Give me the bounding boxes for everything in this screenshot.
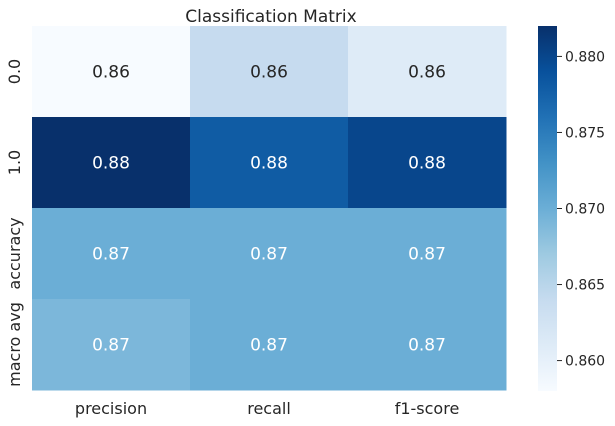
- heatmap-cell: [190, 26, 349, 118]
- heatmap-cell: [190, 299, 349, 391]
- x-tick-label: recall: [247, 399, 291, 418]
- heatmap-cell: [32, 299, 191, 391]
- cell-value-label: 0.86: [408, 63, 446, 83]
- cell-value-label: 0.87: [250, 245, 288, 265]
- cell-value-label: 0.87: [408, 336, 446, 356]
- heatmap-cell: [190, 208, 349, 300]
- heatmap-cells: 0.86 0.86 0.86 0.88 0.88 0.88 0.87 0.87 0.87 0.87…: [32, 26, 507, 391]
- cell-value-label: 0.88: [408, 154, 446, 174]
- heatmap-cell: [348, 299, 507, 391]
- heatmap-cell: [32, 208, 191, 300]
- y-tick-label: 0.0: [5, 59, 24, 84]
- x-tick-labels: precision recall f1-score: [75, 399, 459, 418]
- colorbar-tick-label: 0.865: [565, 278, 605, 294]
- cell-value-label: 0.88: [250, 154, 288, 174]
- heatmap-cell: [32, 26, 191, 118]
- cell-value-label: 0.87: [250, 336, 288, 356]
- x-tick-label: f1-score: [395, 399, 460, 418]
- y-tick-labels: 0.0 1.0 accuracy macro avg: [5, 59, 24, 387]
- colorbar-ticks: 0.860 0.865 0.870 0.875 0.880: [557, 49, 605, 370]
- y-tick-label: 1.0: [5, 150, 24, 175]
- colorbar-gradient: [538, 26, 557, 391]
- cell-value-label: 0.87: [92, 245, 130, 265]
- colorbar-tick-label: 0.870: [565, 202, 605, 218]
- heatmap-cell: [190, 117, 349, 209]
- heatmap-cell: [32, 117, 191, 209]
- y-tick-label: macro avg: [5, 302, 24, 387]
- y-tick-label: accuracy: [5, 217, 24, 289]
- cell-value-label: 0.88: [92, 154, 130, 174]
- cell-value-label: 0.87: [408, 245, 446, 265]
- cell-value-label: 0.86: [250, 63, 288, 83]
- heatmap-cell: [348, 26, 507, 118]
- colorbar-tick-label: 0.875: [565, 125, 605, 141]
- chart-title: Classification Matrix: [185, 7, 356, 27]
- x-tick-label: precision: [75, 399, 147, 418]
- cell-value-label: 0.86: [92, 63, 130, 83]
- colorbar: 0.860 0.865 0.870 0.875 0.880: [538, 26, 605, 391]
- colorbar-tick-label: 0.880: [565, 49, 605, 65]
- cell-value-label: 0.87: [92, 336, 130, 356]
- heatmap-cell: [348, 208, 507, 300]
- colorbar-tick-label: 0.860: [565, 354, 605, 370]
- heatmap-cell: [348, 117, 507, 209]
